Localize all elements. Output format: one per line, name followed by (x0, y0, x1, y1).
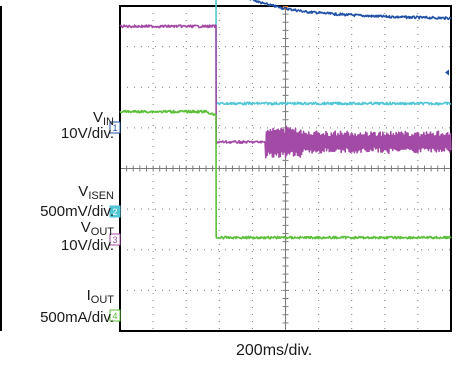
ch2-marker: 2 (109, 205, 121, 218)
trace-visen (215, 0, 452, 106)
iout-scale-label: 500mA/div. (40, 309, 114, 326)
vin-label: VIN (92, 109, 114, 129)
vout-label: VOUT (80, 219, 114, 239)
trace-iout (119, 109, 452, 240)
trace-layer (119, 0, 452, 240)
ch1-marker: 1 (109, 121, 121, 134)
svg-text:1: 1 (112, 123, 117, 133)
visen-label: VISEN (78, 183, 114, 203)
vout-scale-label: 10V/div. (60, 237, 114, 254)
vin-scale-label: 10V/div. (60, 125, 114, 142)
trace-vin (249, 0, 452, 21)
ch4-marker: 4 (109, 309, 121, 322)
channel-markers: 1 2 3 4 (109, 121, 121, 322)
ch3-marker: 3 (109, 233, 121, 246)
svg-text:2: 2 (112, 207, 117, 217)
svg-text:4: 4 (112, 311, 117, 321)
visen-scale-label: 500mV/div. (40, 203, 114, 220)
svg-text:3: 3 (112, 235, 117, 245)
iout-label: IOUT (86, 287, 114, 307)
trigger-level-marker (445, 69, 449, 76)
graticule (0, 5, 452, 332)
trace-vout (119, 24, 452, 159)
x-scale-label: 200ms/div. (236, 342, 313, 359)
